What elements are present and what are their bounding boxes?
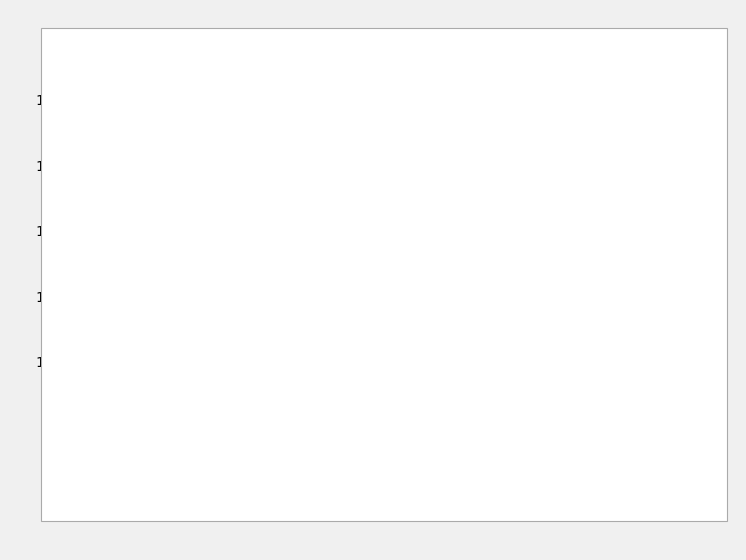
Title: INDEX SEDAN 2008: INDEX SEDAN 2008 (145, 34, 400, 58)
Nettoomsättning (392, 352, 401, 358)
Hästsportens fond (454, 431, 463, 437)
Medel till trav- och
galoppsporten (330, 273, 339, 280)
Line: Hästsportens fond: Hästsportens fond (86, 139, 459, 434)
Nettoomsättning (206, 312, 215, 319)
Medel till trav- och
galoppsporten (454, 365, 463, 372)
ATG nettoomkostnader (81, 358, 90, 365)
Medel till trav- och
galoppsporten (392, 326, 401, 333)
ATG nettoomkostnader (206, 346, 215, 352)
Medel till trav- och
galoppsporten (81, 358, 90, 365)
Hästsportens fond (143, 188, 152, 195)
Medel till trav- och
galoppsporten (268, 287, 277, 293)
Nettoomsättning (81, 358, 90, 365)
Medel till trav- och
galoppsporten (206, 312, 215, 319)
Hästsportens fond (81, 358, 90, 365)
ATG nettoomkostnader (392, 378, 401, 385)
Hästsportens fond (392, 424, 401, 431)
Nettoomsättning (143, 319, 152, 326)
Nettoomsättning (454, 365, 463, 372)
Nettoomsättning (268, 293, 277, 300)
Hästsportens fond (268, 136, 277, 143)
Hästsportens fond (206, 162, 215, 169)
ATG nettoomkostnader (330, 358, 339, 365)
ATG nettoomkostnader (143, 326, 152, 333)
Line: ATG nettoomkostnader: ATG nettoomkostnader (86, 329, 459, 381)
Legend: Medel till trav- och
galoppsporten, Nettoomsättning, ATG nettoomkostnader, Hästs: Medel till trav- och galoppsporten, Nett… (501, 83, 718, 228)
ATG nettoomkostnader (454, 378, 463, 385)
Line: Medel till trav- och
galoppsporten: Medel till trav- och galoppsporten (86, 277, 459, 368)
ATG nettoomkostnader (268, 326, 277, 333)
Medel till trav- och
galoppsporten (143, 358, 152, 365)
Line: Nettoomsättning: Nettoomsättning (86, 296, 459, 368)
Hästsportens fond (330, 293, 339, 300)
Nettoomsättning (330, 339, 339, 346)
